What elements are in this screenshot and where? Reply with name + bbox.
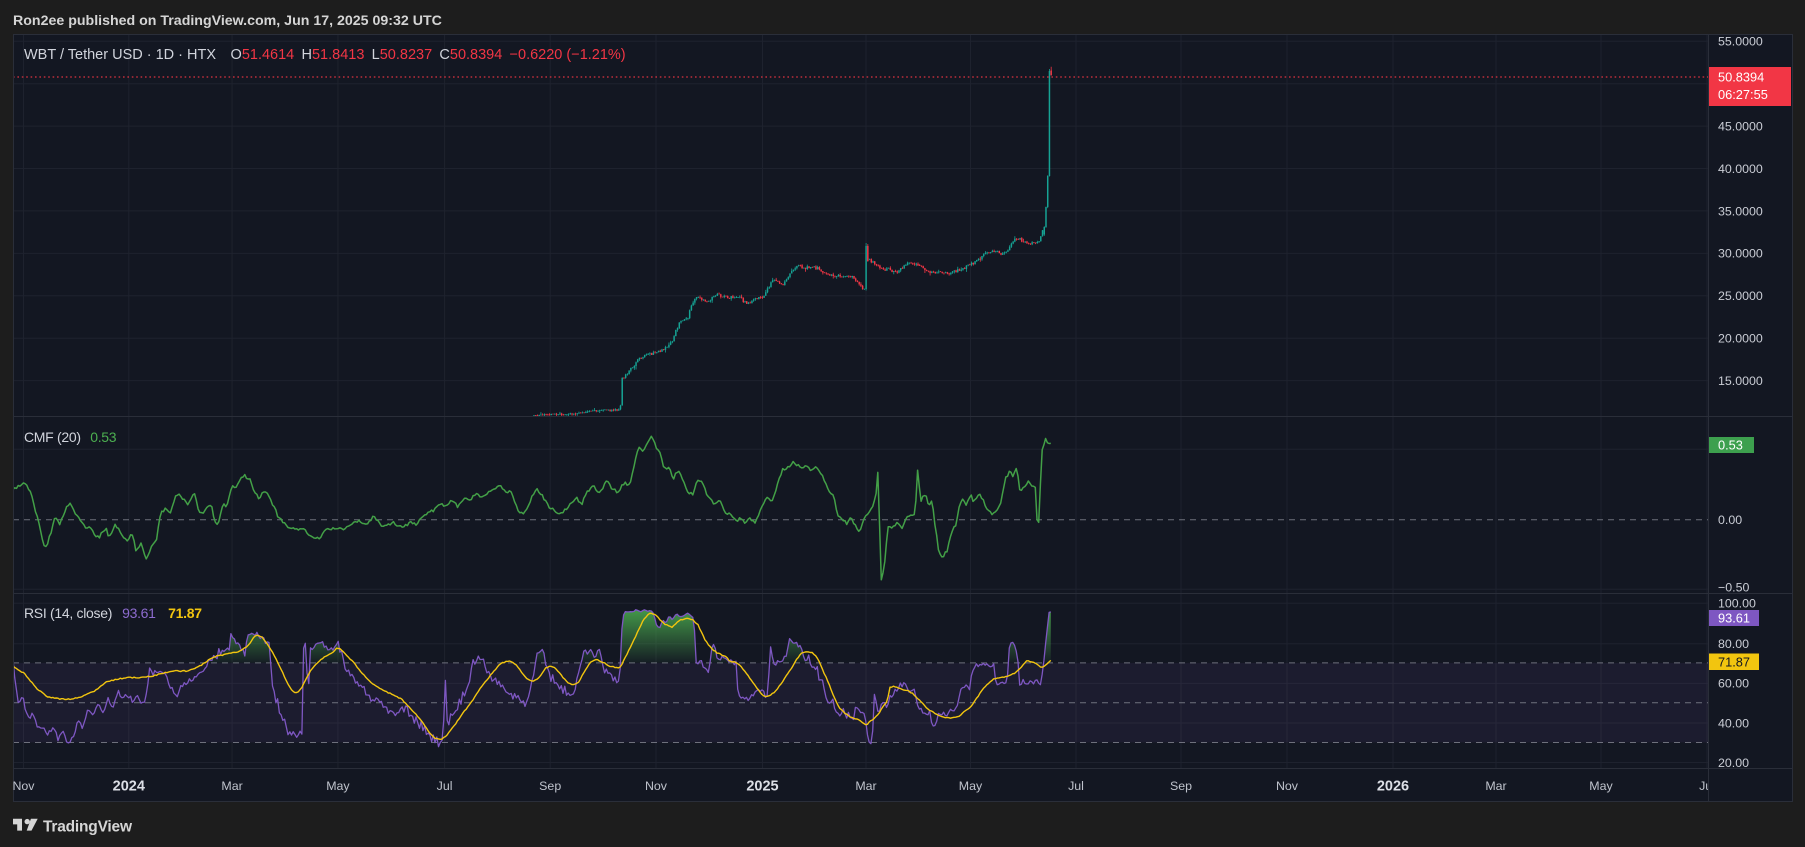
svg-text:40.00: 40.00 bbox=[1718, 716, 1749, 730]
svg-text:Jul: Jul bbox=[1699, 779, 1715, 793]
svg-text:2025: 2025 bbox=[746, 779, 778, 795]
svg-text:CMF (20)0.53: CMF (20) 0.53 bbox=[24, 429, 117, 445]
svg-text:Sep: Sep bbox=[1170, 779, 1192, 793]
svg-text:Mar: Mar bbox=[221, 779, 242, 793]
svg-text:55.0000: 55.0000 bbox=[1718, 35, 1763, 49]
svg-text:80.00: 80.00 bbox=[1718, 637, 1749, 651]
svg-text:Mar: Mar bbox=[1485, 779, 1506, 793]
svg-text:20.00: 20.00 bbox=[1718, 756, 1749, 770]
svg-text:Nov: Nov bbox=[12, 779, 35, 793]
svg-text:93.61: 93.61 bbox=[1718, 611, 1750, 626]
svg-text:−0.50: −0.50 bbox=[1718, 581, 1749, 595]
svg-text:25.0000: 25.0000 bbox=[1718, 289, 1763, 303]
svg-text:2024: 2024 bbox=[113, 779, 145, 795]
svg-text:15.0000: 15.0000 bbox=[1718, 374, 1763, 388]
svg-text:60.00: 60.00 bbox=[1718, 677, 1749, 691]
svg-text:30.0000: 30.0000 bbox=[1718, 247, 1763, 261]
svg-text:May: May bbox=[959, 779, 983, 793]
svg-text:40.0000: 40.0000 bbox=[1718, 162, 1763, 176]
svg-text:0.00: 0.00 bbox=[1718, 513, 1742, 527]
svg-text:Ron2ee published on TradingVie: Ron2ee published on TradingView.com, Jun… bbox=[13, 13, 442, 29]
svg-text:71.87: 71.87 bbox=[1718, 655, 1750, 670]
svg-text:20.0000: 20.0000 bbox=[1718, 331, 1763, 345]
svg-text:06:27:55: 06:27:55 bbox=[1718, 87, 1768, 102]
svg-text:50.8394: 50.8394 bbox=[1718, 70, 1764, 85]
svg-text:May: May bbox=[326, 779, 350, 793]
svg-text:Nov: Nov bbox=[1276, 779, 1299, 793]
svg-text:Nov: Nov bbox=[645, 779, 668, 793]
svg-text:100.00: 100.00 bbox=[1718, 597, 1756, 611]
svg-text:35.0000: 35.0000 bbox=[1718, 204, 1763, 218]
svg-text:TradingView: TradingView bbox=[43, 818, 133, 835]
svg-text:2026: 2026 bbox=[1377, 779, 1409, 795]
svg-text:0.53: 0.53 bbox=[1718, 438, 1743, 453]
svg-text:May: May bbox=[1589, 779, 1613, 793]
svg-text:Jul: Jul bbox=[437, 779, 453, 793]
svg-text:WBT / Tether USD · 1D · HTX O: WBT / Tether USD · 1D · HTX O51.4614 H51… bbox=[24, 47, 626, 63]
svg-text:Sep: Sep bbox=[539, 779, 561, 793]
svg-text:Jul: Jul bbox=[1068, 779, 1084, 793]
svg-text:Mar: Mar bbox=[855, 779, 876, 793]
svg-text:45.0000: 45.0000 bbox=[1718, 119, 1763, 133]
